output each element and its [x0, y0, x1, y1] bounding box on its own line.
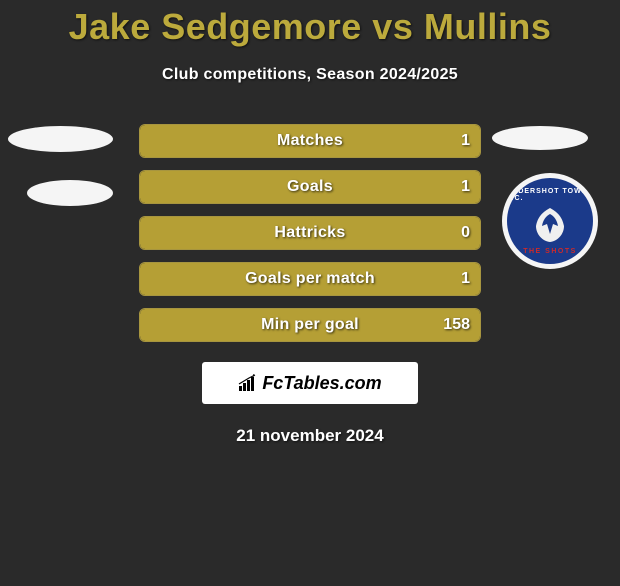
brand-box: FcTables.com — [202, 362, 418, 404]
bar-label: Hattricks — [140, 217, 480, 249]
bar-track: Min per goal158 — [139, 308, 481, 342]
bar-track: Matches1 — [139, 124, 481, 158]
bar-value: 1 — [461, 171, 470, 203]
bar-label: Min per goal — [140, 309, 480, 341]
date-line: 21 november 2024 — [0, 426, 620, 446]
badge-bottom-text: THE SHOTS — [523, 248, 577, 255]
bar-track: Goals1 — [139, 170, 481, 204]
bar-label: Goals — [140, 171, 480, 203]
player-placeholder-icon — [492, 126, 588, 150]
bar-label: Matches — [140, 125, 480, 157]
phoenix-icon — [529, 204, 571, 246]
brand-text: FcTables.com — [262, 373, 381, 394]
bar-label: Goals per match — [140, 263, 480, 295]
bar-value: 1 — [461, 125, 470, 157]
stat-row: Min per goal158 — [0, 308, 620, 342]
bar-chart-icon — [238, 374, 258, 392]
subtitle: Club competitions, Season 2024/2025 — [0, 66, 620, 84]
stat-rows: Matches1Goals1Hattricks0Goals per match1… — [0, 124, 620, 342]
stat-row: Goals per match1 — [0, 262, 620, 296]
bar-track: Hattricks0 — [139, 216, 481, 250]
bar-value: 158 — [443, 309, 470, 341]
badge-top-text: ALDERSHOT TOWN F.C. — [507, 188, 593, 202]
bar-track: Goals per match1 — [139, 262, 481, 296]
player-placeholder-icon — [27, 180, 113, 206]
bar-value: 0 — [461, 217, 470, 249]
bar-value: 1 — [461, 263, 470, 295]
club-badge: ALDERSHOT TOWN F.C. THE SHOTS — [502, 173, 598, 269]
player-placeholder-icon — [8, 126, 113, 152]
page-title: Jake Sedgemore vs Mullins — [0, 6, 620, 48]
